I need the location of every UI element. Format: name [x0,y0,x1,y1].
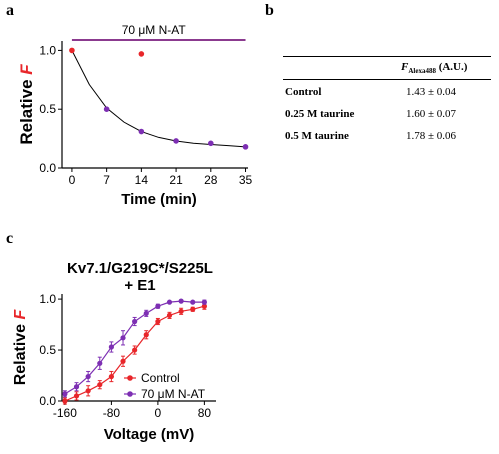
data-point [97,382,103,388]
x-tick-label: 0 [155,406,162,420]
column-header-fluorescence: FAlexa488 (A.U.) [401,61,468,76]
y-axis-label-prefix: Relative [17,75,36,145]
data-point [132,318,138,325]
legend-label: Control [141,371,180,385]
panel-label-c: c [6,230,14,247]
x-axis-label: Time (min) [121,191,197,208]
y-axis-label: Relative F [17,64,36,145]
y-tick-label: 0.0 [39,394,56,408]
x-tick-label: 35 [239,173,253,187]
treatment-bar-label: 70 μM N-AT [122,23,187,37]
data-point [143,310,149,316]
data-point [73,393,80,399]
data-point [138,51,145,57]
row-label: 0.5 M taurine [285,130,349,142]
legend-marker [127,375,133,381]
y-axis-label-variable: F [17,64,36,75]
results-table: FAlexa488 (A.U.) Control 1.43 ± 0.04 0.2… [283,56,491,146]
y-axis-label-variable: F [12,308,29,319]
data-point [155,303,161,309]
x-tick-label: 0 [69,173,76,187]
chart-a-time-course: 70 μM N-AT Relative F Time (min) 0 7 14 21 2… [17,23,253,208]
data-point [62,398,68,404]
x-tick-label: -160 [53,406,77,420]
legend-label: 70 μM N-AT [141,387,206,401]
row-value: 1.78 ± 0.06 [406,130,457,142]
y-tick-label: 0.5 [39,102,56,116]
y-tick-label: 1.0 [39,43,56,57]
data-point [208,140,214,147]
chart-title-line2: + E1 [124,277,155,294]
row-label: 0.25 M taurine [285,108,355,120]
legend: Control 70 μM N-AT [124,371,206,401]
data-point [173,138,179,144]
data-point [190,306,196,312]
data-point [108,344,114,350]
data-point [69,47,75,54]
legend-marker [127,391,133,397]
data-point [143,332,149,338]
data-point [190,299,196,305]
data-point [201,299,207,305]
data-point [132,347,138,353]
legend-entry: Control [124,371,180,385]
data-point [108,373,114,380]
y-tick-label: 0.0 [39,161,56,175]
panel-label-a: a [6,2,14,19]
data-point [97,360,103,366]
table-header: FAlexa488 (A.U.) [283,56,491,80]
panel-label-b: b [265,2,274,19]
axes: 0 7 14 21 28 35 0.0 0.5 1.0 [39,41,253,187]
x-tick-label: 7 [103,173,110,187]
data-point [85,388,91,394]
data-point [166,312,173,318]
data-point [166,299,173,305]
x-tick-label: -80 [103,406,121,420]
data-point [62,391,68,397]
x-tick-label: 28 [204,173,218,187]
legend-entry: 70 μM N-AT [124,387,206,401]
axes: -160 -80 0 80 0.0 0.5 1.0 [39,292,216,420]
data-point [155,318,161,325]
fit-curve [71,50,246,148]
x-tick-label: 21 [169,173,183,187]
x-tick-label: 14 [135,173,149,187]
data-point [178,298,184,304]
chart-c-voltage-dependence: Kv7.1/G219C*/S225L + E1 Relative F Volta… [12,260,216,443]
row-value: 1.43 ± 0.04 [406,86,457,98]
y-tick-label: 0.5 [39,343,56,357]
table-row: 0.25 M taurine 1.60 ± 0.07 [283,102,491,124]
y-tick-label: 1.0 [39,292,56,306]
data-point [242,144,249,150]
chart-title-line1: Kv7.1/G219C*/S225L [67,260,213,277]
data-point [120,335,126,341]
table-row: Control 1.43 ± 0.04 [283,80,491,102]
data-point [120,358,126,364]
x-axis-label: Voltage (mV) [104,426,195,443]
row-label: Control [285,86,322,98]
data-point [201,303,207,309]
y-axis-label: Relative F [12,308,29,385]
data-point [85,373,91,380]
data-point [138,128,145,135]
data-point [73,384,80,390]
data-point [103,106,110,113]
table-row: 0.5 M taurine 1.78 ± 0.06 [283,124,491,146]
data-point [178,308,184,314]
row-value: 1.60 ± 0.07 [406,108,457,120]
x-tick-label: 80 [198,406,212,420]
y-axis-label-prefix: Relative [12,319,29,385]
